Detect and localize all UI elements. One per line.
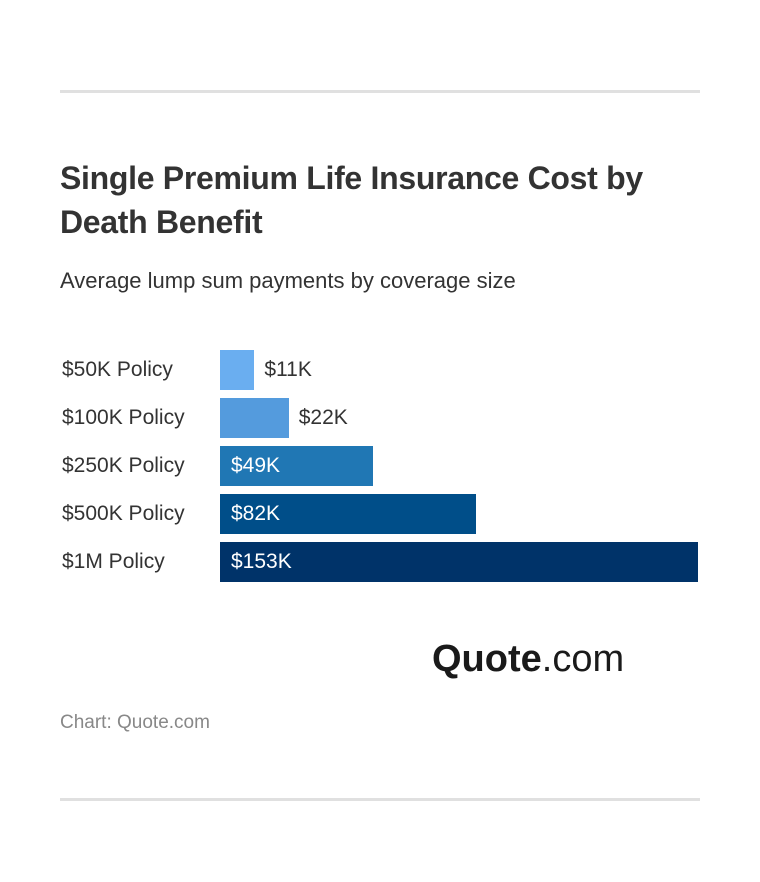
logo-bold: Quote xyxy=(432,638,542,680)
category-label: $100K Policy xyxy=(62,406,185,429)
bar xyxy=(220,350,255,390)
top-divider xyxy=(60,90,700,93)
bar-chart: $50K Policy $11K $100K Policy $22K $250K Pol… xyxy=(0,340,760,600)
value-label: $11K xyxy=(264,358,312,381)
category-label: $250K Policy xyxy=(62,454,185,477)
value-label: $49K xyxy=(231,454,281,477)
value-label: $82K xyxy=(231,502,281,525)
chart-title: Single Premium Life Insurance Cost by De… xyxy=(60,160,643,240)
category-label: $50K Policy xyxy=(62,358,173,381)
bar xyxy=(220,446,374,486)
bottom-divider xyxy=(60,798,700,801)
quote-logo: Quote.com xyxy=(432,638,624,681)
category-label: $1M Policy xyxy=(62,550,165,573)
bar xyxy=(220,494,477,534)
logo-rest: .com xyxy=(541,638,625,680)
chart-credit: Chart: Quote.com xyxy=(60,712,210,733)
bar xyxy=(220,542,698,582)
value-label: $153K xyxy=(231,550,292,573)
chart-subtitle: Average lump sum payments by coverage si… xyxy=(60,268,516,293)
bar xyxy=(220,398,289,438)
category-label: $500K Policy xyxy=(62,502,185,525)
value-label: $22K xyxy=(298,406,348,429)
